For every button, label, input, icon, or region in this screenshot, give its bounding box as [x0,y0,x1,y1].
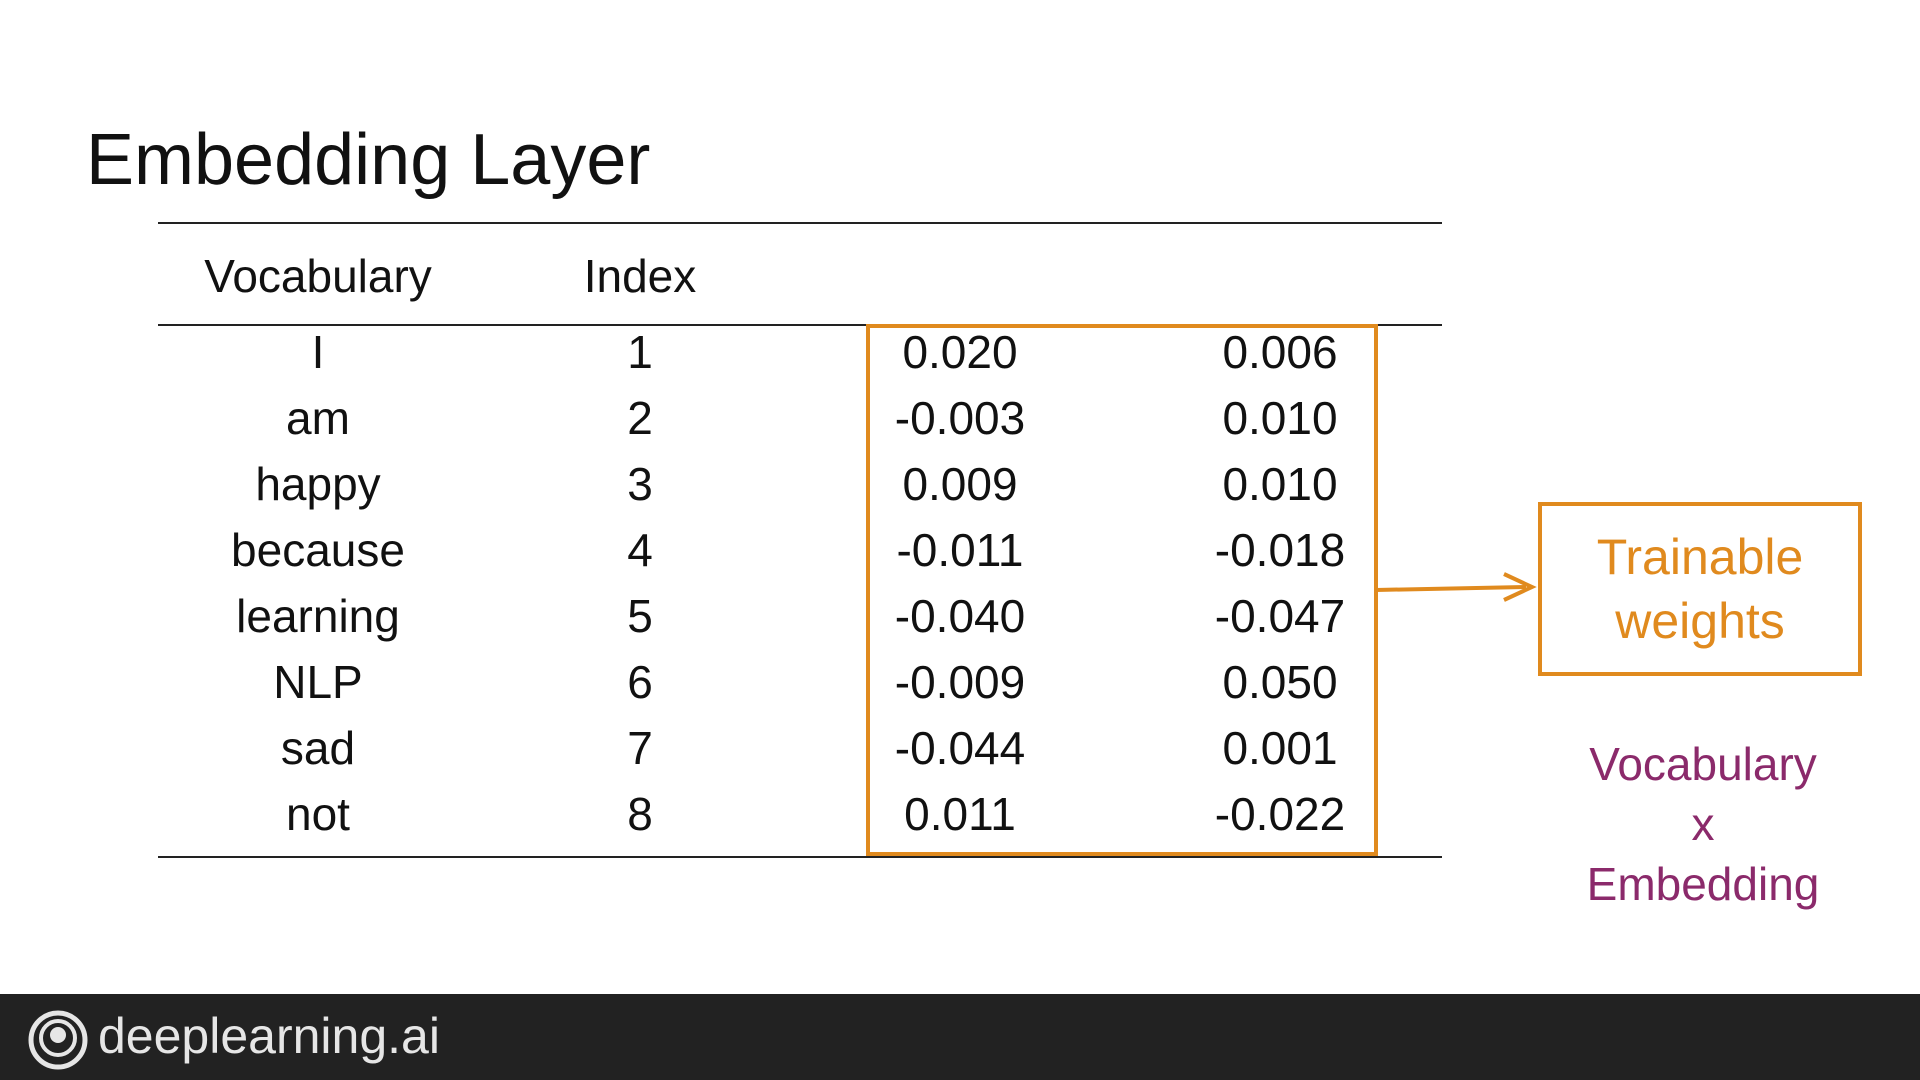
row-index: 7 [627,722,653,774]
slide-title: Embedding Layer [86,120,651,200]
row-word: happy [255,458,381,510]
row-word: because [231,524,405,576]
dims-line3: Embedding [1586,858,1820,910]
row-weight-1: 0.011 [904,788,1016,840]
row-index: 3 [627,458,653,510]
row-weight-1: 0.009 [902,458,1018,510]
row-word: I [311,326,325,378]
row-index: 4 [627,524,653,576]
trainable-label-line2: weights [1615,593,1785,649]
row-word: am [286,392,350,444]
row-weight-2: -0.047 [1214,590,1346,642]
row-weight-1: -0.009 [894,656,1026,708]
row-word: learning [236,590,400,642]
table-bottom-rule [158,856,1442,858]
row-weight-2: -0.018 [1214,524,1346,576]
row-index: 1 [627,326,653,378]
row-weight-2: 0.006 [1222,326,1338,378]
row-word: sad [280,722,356,774]
header-vocabulary: Vocabulary [204,250,432,302]
row-weight-1: 0.020 [902,326,1018,378]
header-index: Index [583,250,697,302]
matrix-dimensions-label: Vocabulary x Embedding [1540,734,1866,914]
row-weight-2: 0.010 [1222,458,1338,510]
trainable-label-line1: Trainable [1596,529,1804,585]
deeplearning-logo-icon [28,1010,88,1070]
dims-line1: Vocabulary [1589,738,1817,790]
footer-bar: deeplearning.ai [0,994,1920,1080]
arrow-right-icon [1376,572,1537,602]
dims-line2: x [1691,798,1715,850]
row-weight-1: -0.044 [894,722,1026,774]
row-word: NLP [273,656,363,708]
row-index: 8 [627,788,653,840]
weights-highlight-box [866,324,1378,856]
trainable-weights-box: Trainable weights [1538,502,1862,676]
row-index: 2 [627,392,653,444]
row-index: 6 [627,656,653,708]
row-word: not [286,788,350,840]
row-weight-2: -0.022 [1214,788,1346,840]
row-weight-2: 0.001 [1222,722,1338,774]
row-weight-1: -0.040 [894,590,1026,642]
table-header-rule [158,324,1442,326]
row-weight-1: -0.011 [896,524,1024,576]
row-weight-1: -0.003 [894,392,1026,444]
row-weight-2: 0.010 [1222,392,1338,444]
row-weight-2: 0.050 [1222,656,1338,708]
table-top-rule [158,222,1442,224]
row-index: 5 [627,590,653,642]
footer-brand: deeplearning.ai [98,1008,440,1064]
